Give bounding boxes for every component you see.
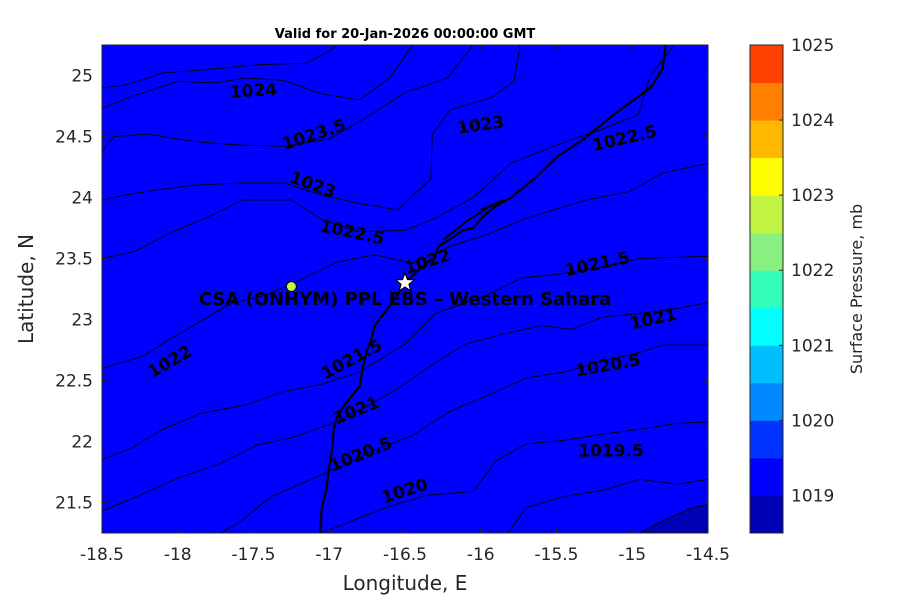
x-tick-label: -14.5 [686, 545, 730, 565]
contour-line-1021 [102, 45, 708, 512]
fill-band-1019 [102, 45, 708, 533]
contour-line-1023 [102, 45, 521, 211]
colorbar-band [750, 232, 783, 271]
x-tick-label: -15 [618, 545, 646, 565]
contour-line-1021.5 [102, 45, 708, 461]
colorbar-tick-label: 1022 [791, 261, 834, 281]
y-tick-label: 25 [71, 67, 93, 87]
colorbar-band [750, 82, 783, 121]
contour-label: 1024 [229, 80, 277, 102]
colorbar-tick-label: 1020 [791, 411, 834, 431]
contour-line-1020 [102, 45, 708, 533]
x-axis-ticks: -18.5 -18 -17.5 -17 -16.5 -16 -15.5 -15 -14.5 [80, 45, 730, 565]
contour-line-1020.5 [102, 45, 708, 533]
island-ring [285, 281, 297, 293]
colorbar-band [750, 195, 783, 234]
colorbar-band [750, 120, 783, 159]
x-tick-label: -18 [164, 545, 192, 565]
colorbar-band [750, 157, 783, 196]
x-axis-label: Longitude, E [343, 571, 468, 595]
chart-title: Valid for 20-Jan-2026 00:00:00 GMT [275, 27, 536, 42]
contour-line-1024 [102, 45, 413, 109]
y-tick-label: 24.5 [55, 128, 93, 148]
colorbar-tick-label: 1025 [791, 36, 834, 56]
site-star-icon [393, 271, 417, 293]
colorbar-band [750, 307, 783, 346]
y-tick-label: 22 [71, 433, 93, 453]
x-tick-label: -16 [467, 545, 495, 565]
site-marker-group: CSA (ONHYM) PPL EBS – Western Sahara [199, 271, 611, 310]
contour-line-1019.5 [102, 45, 708, 533]
colorbar-band [750, 45, 783, 84]
colorbar-band [750, 495, 783, 534]
contour-line-1019 [102, 45, 708, 533]
contour-line-1024.5 [102, 45, 338, 89]
contour-line-1022.5 [102, 45, 676, 259]
contour-label: 1019.5 [578, 441, 644, 461]
colorbar-band [750, 420, 783, 459]
contour-line-1023.5 [102, 45, 474, 152]
x-tick-label: -17 [315, 545, 343, 565]
colorbar-band [750, 382, 783, 421]
colorbar-tick-label: 1019 [791, 486, 834, 506]
contour-fills [102, 45, 708, 533]
colorbar-label: Surface Pressure, mb [847, 204, 866, 374]
x-tick-label: -17.5 [232, 545, 276, 565]
coastline [319, 45, 667, 533]
colorbar-tick-label: 1021 [791, 336, 834, 356]
y-tick-label: 22.5 [55, 372, 93, 392]
colorbar-band [750, 457, 783, 496]
colorbar: 1019 1020 1021 1022 1023 1024 1025 [749, 36, 834, 534]
site-label: CSA (ONHYM) PPL EBS – Western Sahara [199, 289, 611, 310]
colorbar-tick-label: 1023 [791, 186, 834, 206]
y-tick-label: 24 [71, 189, 93, 209]
y-tick-label: 21.5 [55, 494, 93, 514]
y-axis-label: Latitude, N [14, 234, 38, 344]
x-tick-label: -15.5 [535, 545, 579, 565]
x-tick-label: -18.5 [80, 545, 124, 565]
colorbar-frame [749, 44, 784, 534]
y-tick-label: 23.5 [55, 250, 93, 270]
coastline-inlet [442, 199, 504, 241]
x-tick-label: -16.5 [383, 545, 427, 565]
colorbar-band [750, 270, 783, 309]
y-tick-label: 23 [71, 311, 93, 331]
y-axis-ticks: 21.5 22 22.5 23 23.5 24 24.5 25 [55, 67, 708, 514]
colorbar-band [750, 345, 783, 384]
contour-lines [102, 45, 708, 533]
colorbar-tick-label: 1024 [791, 111, 834, 131]
contour-line-1022 [102, 45, 708, 369]
